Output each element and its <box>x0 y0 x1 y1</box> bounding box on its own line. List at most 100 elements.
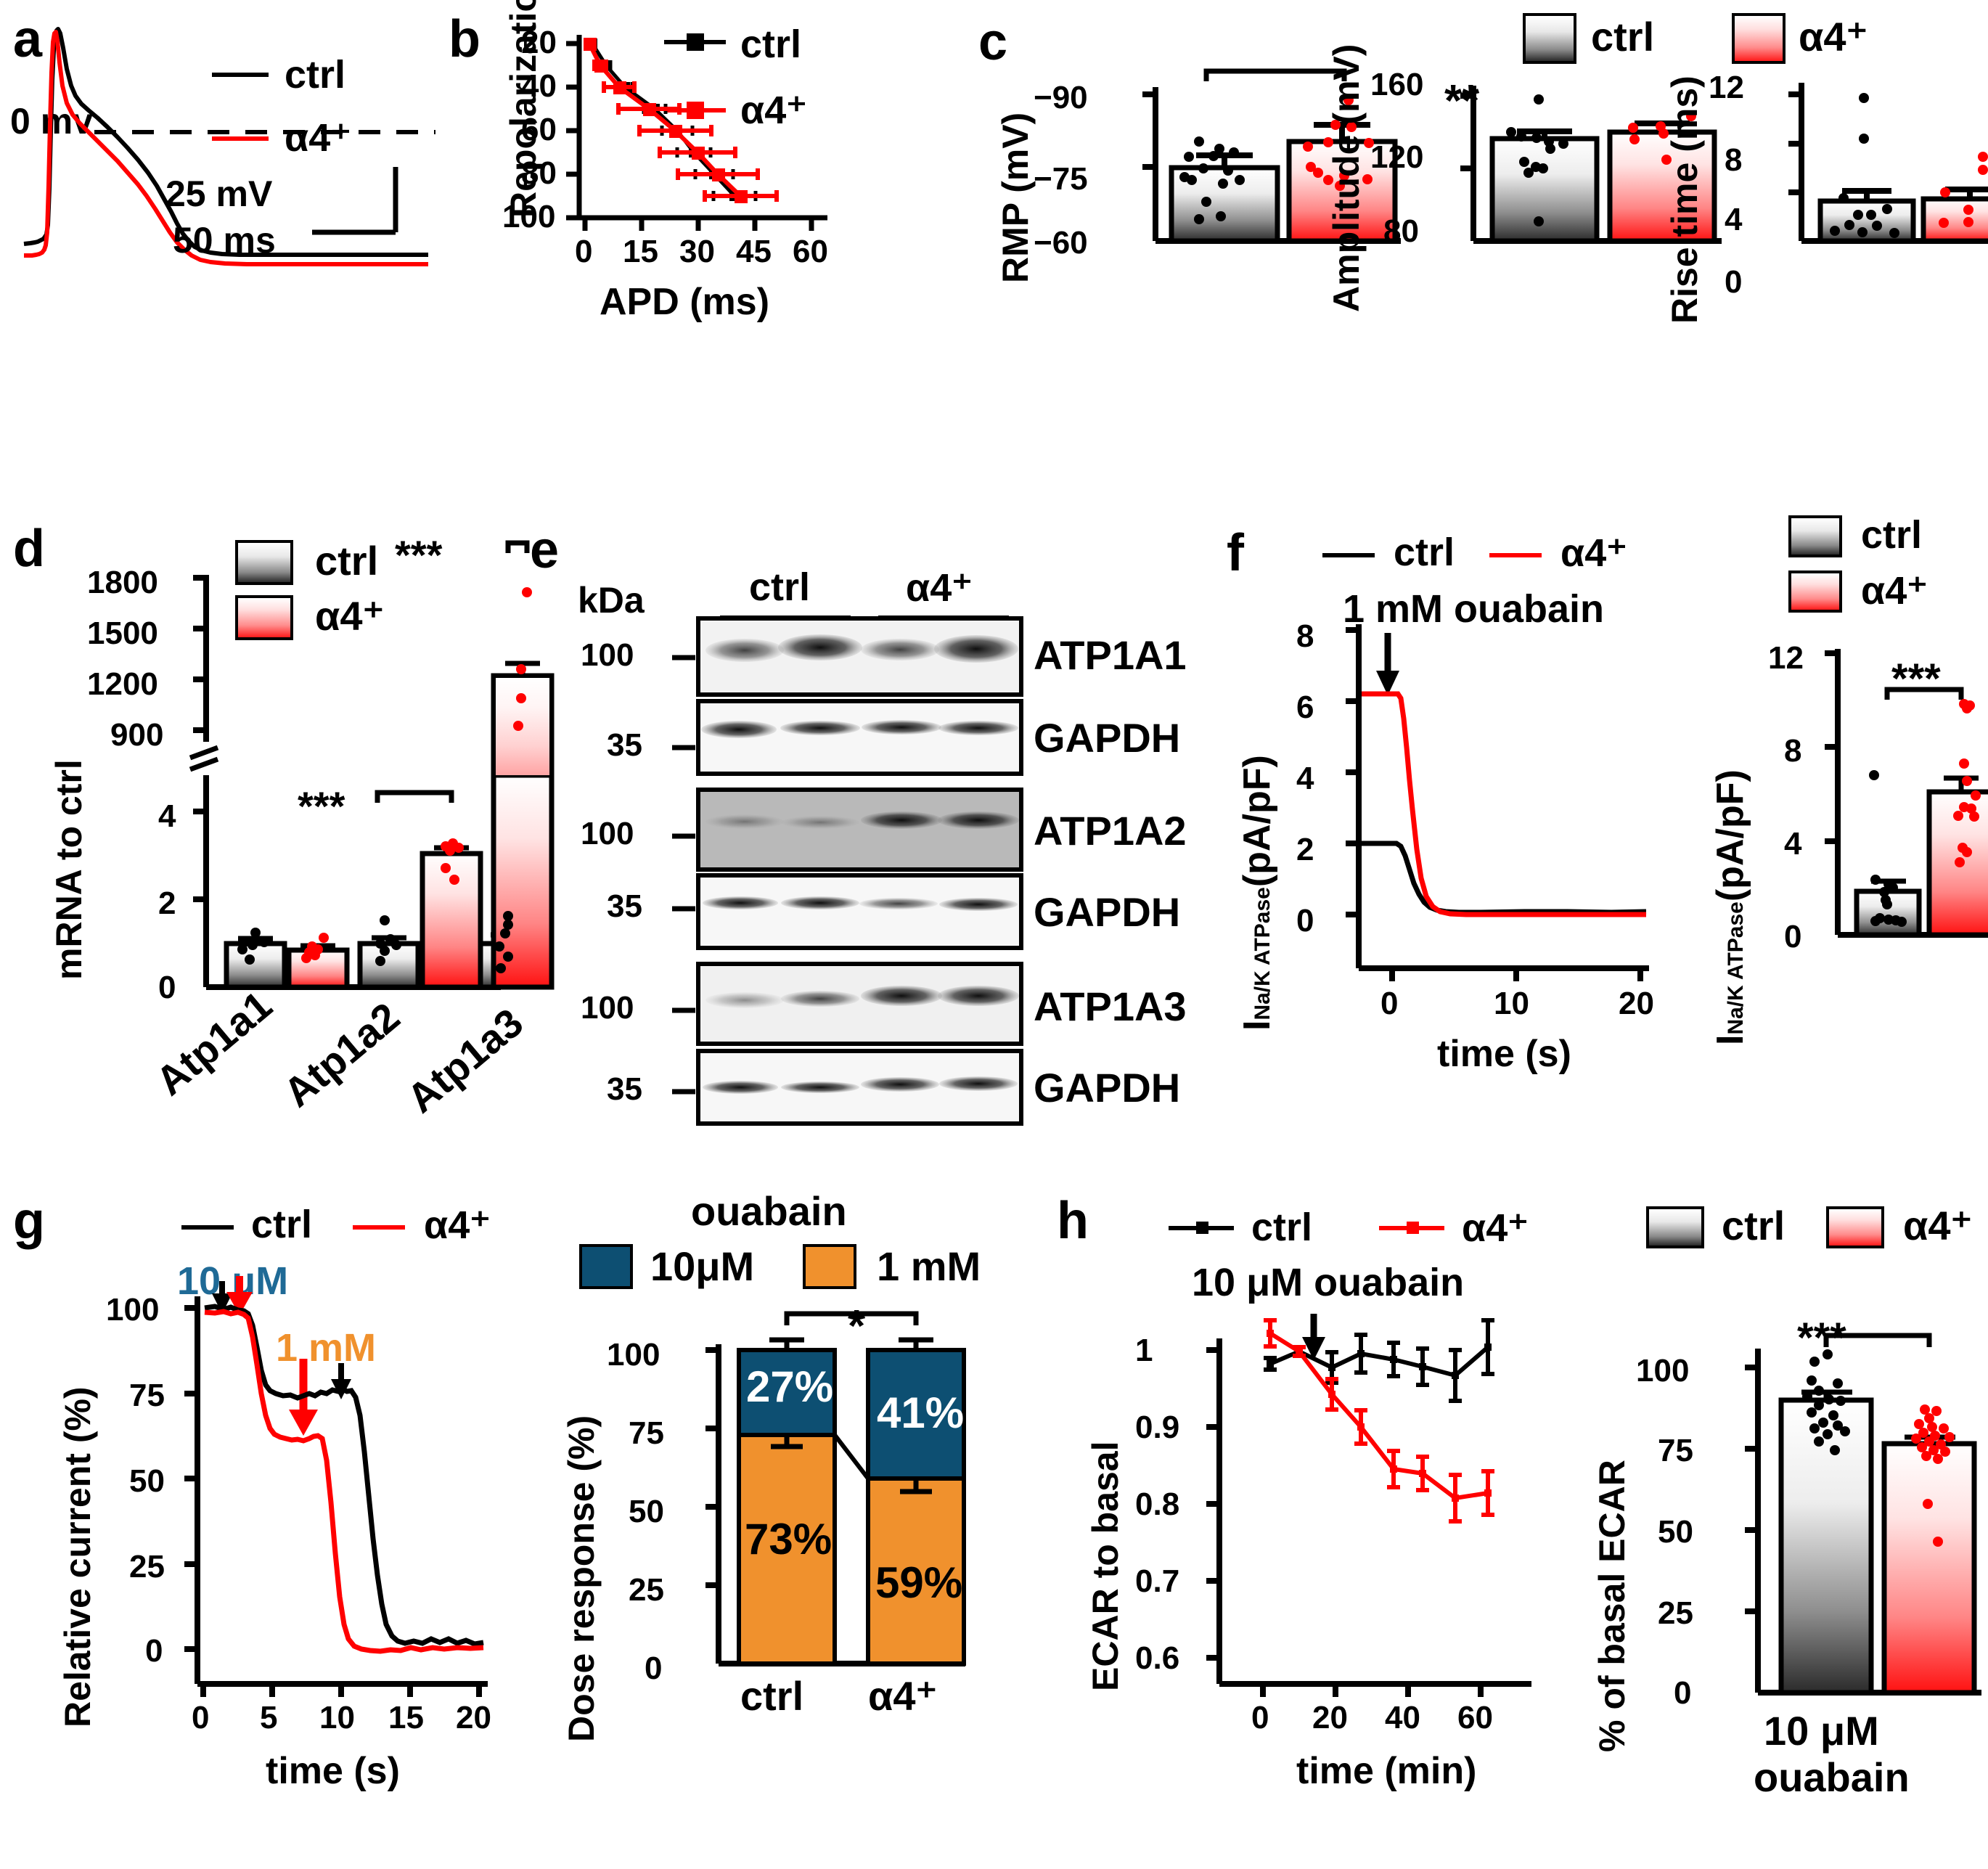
panel-g-stacked-label-ctrl-1mm: 73% <box>745 1515 833 1563</box>
panel-e-marker-100-a: 100 <box>581 637 634 673</box>
panel-e-group-header-a4: α4⁺ <box>906 566 973 610</box>
panel-b-label: b <box>449 10 480 68</box>
panel-d-label: d <box>13 520 45 578</box>
panel-f-trace-ytick-0: 0 <box>1296 903 1314 938</box>
panel-f-bar-ytick-0: 0 <box>1784 919 1802 954</box>
panel-h-trace-ytick-10: 1 <box>1135 1333 1153 1368</box>
panel-b-ytick-80: 80 <box>521 155 557 191</box>
panel-e-protein-gapdh-2: GAPDH <box>1034 889 1181 935</box>
panel-a-legend-line-ctrl <box>212 73 269 77</box>
panel-a-legend-line-a4 <box>212 136 269 141</box>
panel-g-trace-ytick-75: 75 <box>129 1378 165 1413</box>
panel-c-rmp-ytick-75: −75 <box>1034 161 1088 197</box>
panel-h-legend-label-a4: α4⁺ <box>1462 1206 1529 1250</box>
panel-f-legend-line-ctrl <box>1322 553 1375 557</box>
panel-e-label: e <box>530 521 560 579</box>
panel-e-marker-35-b: 35 <box>607 888 642 924</box>
panel-h-bar-legend-swatch-a4 <box>1826 1206 1884 1248</box>
panel-g-label: g <box>13 1192 45 1250</box>
panel-g-stacked-legend-label-1mm: 1 mM <box>877 1243 981 1289</box>
panel-h-bar-ytick-100: 100 <box>1636 1353 1690 1389</box>
panel-b-xtick-0: 0 <box>575 234 593 269</box>
panel-b-ytick-20: 20 <box>521 25 557 60</box>
panel-c-rise-ytick-8: 8 <box>1725 142 1743 178</box>
panel-f-trace-xlabel: time (s) <box>1437 1033 1571 1075</box>
panel-h-bar-svg <box>1745 1333 1981 1696</box>
panel-b-plot-svg <box>566 35 827 231</box>
panel-d-ytick-4: 4 <box>158 798 176 834</box>
panel-g-trace-ytick-0: 0 <box>145 1633 163 1669</box>
panel-g-stacked-ytick-25: 25 <box>629 1572 664 1608</box>
panel-g-stacked-ytick-100: 100 <box>607 1337 660 1373</box>
panel-c-rmp-ytick-90: −90 <box>1034 80 1088 115</box>
panel-h-bar-ylabel: % of basal ECAR <box>1592 1460 1632 1752</box>
panel-b-xtick-60: 60 <box>793 234 828 269</box>
panel-c-legend-label-a4: α4⁺ <box>1799 14 1868 60</box>
panel-e-kda-label: kDa <box>578 580 645 621</box>
panel-g-trace-ytick-25: 25 <box>129 1549 165 1584</box>
panel-e-marker-100-c: 100 <box>581 990 634 1026</box>
panel-g-stacked-cat-a4: α4⁺ <box>868 1673 938 1719</box>
panel-h-legend-svg <box>1169 1222 1444 1234</box>
panel-g-stacked-legend-swatch-10um <box>579 1244 633 1289</box>
panel-g-legend-line-a4 <box>353 1225 405 1230</box>
panel-g-stacked-svg <box>705 1311 966 1666</box>
panel-e-marker-35-c: 35 <box>607 1071 642 1107</box>
panel-b-legend-label-a4: α4⁺ <box>740 89 807 132</box>
panel-a-scale-voltage: 25 mV <box>165 173 273 214</box>
panel-h-bar-ytick-50: 50 <box>1658 1514 1693 1550</box>
panel-h-bar-ytick-0: 0 <box>1674 1675 1692 1711</box>
panel-g-stacked-ytick-50: 50 <box>629 1494 664 1529</box>
panel-h-trace-xtick-20: 20 <box>1312 1700 1348 1735</box>
panel-e-protein-atp1a2: ATP1A2 <box>1034 808 1187 854</box>
panel-f-legend-line-a4 <box>1489 553 1542 557</box>
panel-b-ytick-40: 40 <box>521 68 557 104</box>
panel-h-trace-xlabel: time (min) <box>1296 1750 1477 1792</box>
panel-e-protein-gapdh-3: GAPDH <box>1034 1065 1181 1111</box>
panel-d-ytick-900: 900 <box>110 717 164 753</box>
panel-h-bar-legend-label-ctrl: ctrl <box>1722 1203 1785 1248</box>
panel-g-legend-label-ctrl: ctrl <box>251 1203 313 1246</box>
panel-h-label: h <box>1057 1192 1089 1250</box>
panel-g-stacked-label-a4-1mm: 59% <box>875 1558 963 1607</box>
panel-c-amplitude-svg <box>1460 86 1722 244</box>
panel-c-amp-ytick-160: 160 <box>1370 67 1424 102</box>
panel-c-rise-ytick-0: 0 <box>1725 264 1743 300</box>
panel-b-legend-label-ctrl: ctrl <box>740 23 802 66</box>
panel-g-stacked-ytick-75: 75 <box>629 1415 664 1451</box>
panel-e-protein-atp1a3: ATP1A3 <box>1034 983 1187 1029</box>
panel-g-stacked-label-ctrl-10um: 27% <box>746 1362 834 1411</box>
panel-f-bar-ytick-4: 4 <box>1784 826 1802 862</box>
panel-a: a ctrl α4⁺ 0 mv 25 mV 50 ms <box>0 0 435 508</box>
panel-g-stacked-ytick-0: 0 <box>645 1651 663 1686</box>
panel-g-stacked-legend-swatch-1mm <box>803 1244 856 1289</box>
panel-b-ytick-100: 100 <box>502 199 556 234</box>
panel-e-marker-100-b: 100 <box>581 816 634 851</box>
panel-h: h ctrl α4⁺ 10 μM ouabain ECAR to basal 1… <box>1038 1176 1988 1869</box>
panel-f-label: f <box>1227 524 1244 582</box>
panel-h-legend-label-ctrl: ctrl <box>1251 1206 1313 1249</box>
panel-g-trace-xtick-0: 0 <box>192 1700 210 1735</box>
panel-f-trace-ytick-2: 2 <box>1296 832 1314 867</box>
panel-f-trace-xtick-0: 0 <box>1380 986 1399 1021</box>
panel-f-bar-legend-label-ctrl: ctrl <box>1861 513 1923 557</box>
panel-h-bar-xlabel-line2: ouabain <box>1754 1754 1910 1800</box>
panel-b-xtick-45: 45 <box>736 234 772 269</box>
panel-h-trace-ytick-06: 0.6 <box>1135 1640 1180 1676</box>
panel-d: d ctrl α4⁺ mRNA to ctrl 1800 1500 1200 9… <box>0 508 555 1176</box>
panel-e-protein-atp1a1: ATP1A1 <box>1034 632 1187 678</box>
panel-d-ytick-1500: 1500 <box>87 615 158 651</box>
panel-g-stacked-label-a4-10um: 41% <box>877 1389 965 1437</box>
panel-g-annotation-1mm: 1 mM <box>276 1326 377 1370</box>
panel-h-trace-ytick-09: 0.9 <box>1135 1410 1180 1445</box>
panel-h-trace-svg <box>1206 1314 1531 1697</box>
panel-h-trace-ytick-07: 0.7 <box>1135 1563 1180 1599</box>
panel-g-legend-line-ctrl <box>181 1225 234 1230</box>
panel-a-scale-time: 50 ms <box>173 220 276 261</box>
panel-f-bar-legend-swatch-ctrl <box>1788 515 1842 557</box>
panel-d-significance-a2: *** <box>298 783 345 829</box>
panel-c-label: c <box>978 13 1008 71</box>
panel-c-rmp-svg <box>1142 68 1401 244</box>
panel-f-bar-significance: *** <box>1891 655 1941 703</box>
panel-g-legend-label-a4: α4⁺ <box>424 1203 491 1247</box>
